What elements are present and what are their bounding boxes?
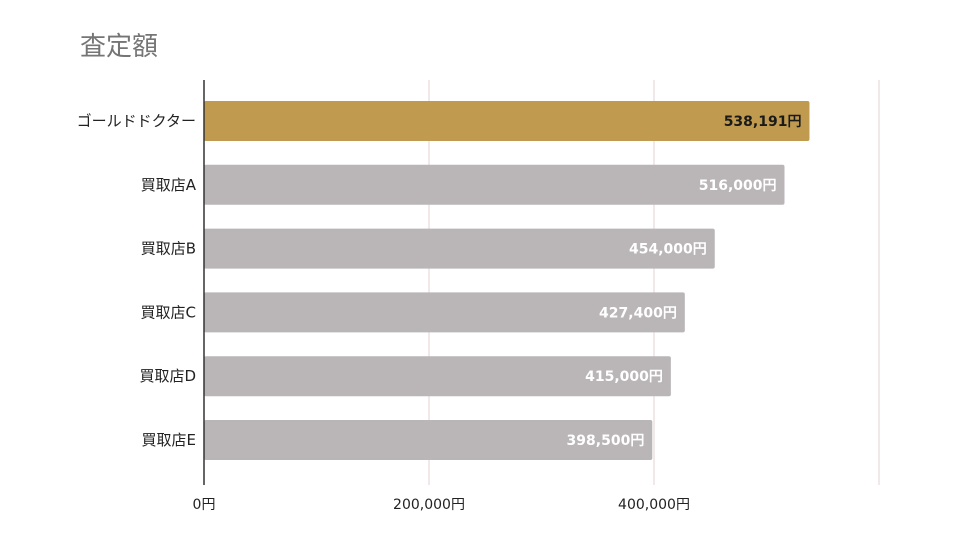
data-label-4: 415,000円 <box>585 369 663 385</box>
data-label-3: 427,400円 <box>599 305 677 321</box>
category-label-3: 買取店C <box>141 303 196 321</box>
data-label-5: 398,500円 <box>567 433 645 449</box>
category-label-5: 買取店E <box>142 431 196 449</box>
bars <box>204 101 809 460</box>
x-tick-label-1: 200,000円 <box>393 497 465 513</box>
x-tick-label-0: 0円 <box>193 497 216 513</box>
data-label-2: 454,000円 <box>629 242 707 258</box>
category-label-0: ゴールドドクター <box>77 112 196 130</box>
x-tick-label-2: 400,000円 <box>618 497 690 513</box>
category-label-4: 買取店D <box>139 367 196 385</box>
bar-1 <box>204 165 785 205</box>
data-label-1: 516,000円 <box>699 178 777 194</box>
bar-0 <box>204 101 809 141</box>
category-label-2: 買取店B <box>141 240 196 258</box>
data-label-0: 538,191円 <box>724 114 802 130</box>
category-label-1: 買取店A <box>141 176 197 194</box>
